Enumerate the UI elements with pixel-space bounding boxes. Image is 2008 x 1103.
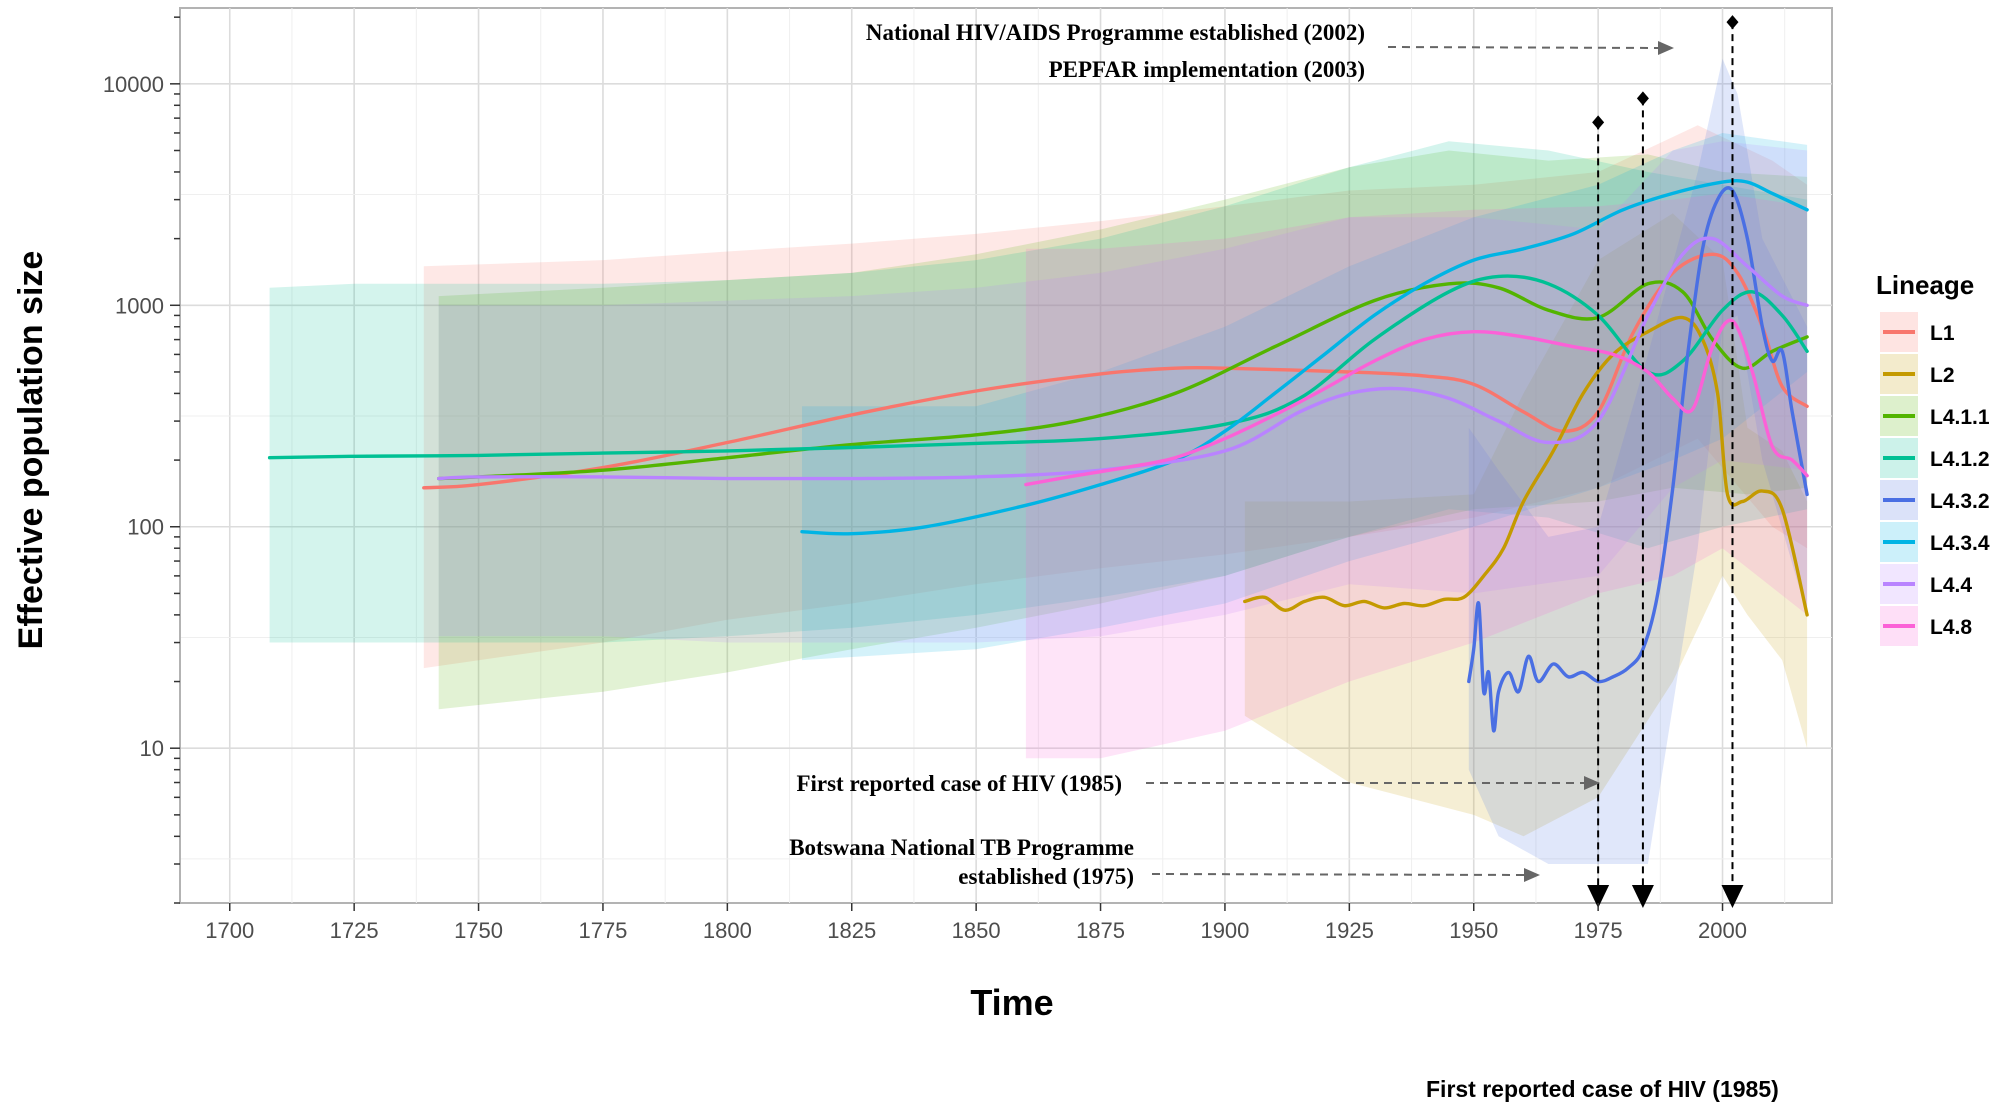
x-tick-label: 1725 (330, 918, 379, 943)
event-diamond-1975 (1592, 115, 1605, 130)
annotation-arrowheads (1524, 41, 1674, 882)
arrow-programme-2002 (1387, 46, 1661, 49)
arrowhead-programme-2002 (1658, 41, 1674, 55)
band-l1 (423, 125, 1808, 669)
confidence-bands (269, 58, 1808, 865)
band-l2 (1244, 213, 1808, 837)
x-axis-ticks: 1700 1725 1750 1775 1800 1825 1850 1875 1900 1925… (205, 903, 1747, 943)
x-tick-label: 1700 (205, 918, 254, 943)
band-l4-4 (438, 141, 1808, 643)
x-axis-title: Time (970, 982, 1053, 1023)
x-tick-label: 1875 (1076, 918, 1125, 943)
annotation-tb-programme-line1: Botswana National TB Programme (789, 835, 1134, 860)
legend-label: L2 (1930, 364, 1955, 387)
legend-label: L4.3.2 (1930, 490, 1990, 513)
x-tick-label: 1850 (952, 918, 1001, 943)
annotation-programme-2002: National HIV/AIDS Programme established … (866, 20, 1365, 45)
legend-label: L4.1.1 (1930, 406, 1990, 429)
x-tick-label: 1950 (1449, 918, 1498, 943)
annotation-pepfar-2003: PEPFAR implementation (2003) (1049, 57, 1365, 82)
event-markers (1587, 15, 1744, 908)
x-tick-label: 1925 (1325, 918, 1374, 943)
y-axis-ticks: 10 100 1000 10000 (103, 8, 181, 904)
legend-item-l4-1-2: L4.1.2 (1880, 438, 1990, 478)
annotation-arrows (1146, 46, 1661, 876)
event-arrowhead-2002 (1721, 885, 1744, 908)
arrowhead-tb-programme (1524, 868, 1540, 882)
line-l4-3-4 (800, 178, 1809, 536)
legend-title: Lineage (1876, 270, 1974, 300)
line-l4-3-2 (1467, 186, 1809, 733)
line-l1 (422, 252, 1809, 490)
y-tick-label: 10000 (103, 72, 164, 97)
legend-label: L4.1.2 (1930, 448, 1990, 471)
event-arrowhead-1975 (1587, 885, 1610, 908)
arrow-tb-programme (1151, 873, 1527, 876)
line-l4-1-1 (437, 280, 1809, 481)
legend-item-l4-3-4: L4.3.4 (1880, 522, 1990, 562)
x-tick-label: 1750 (454, 918, 503, 943)
arrowhead-first-hiv (1584, 776, 1600, 790)
band-l4-1-2 (269, 141, 1808, 643)
legend-label: L4.4 (1930, 574, 1972, 597)
legend-item-l4-8: L4.8 (1880, 606, 1972, 646)
annotation-first-hiv-1985: First reported case of HIV (1985) (796, 771, 1122, 796)
x-tick-label: 1900 (1200, 918, 1249, 943)
y-tick-label: 10 (140, 736, 164, 761)
annotation-tb-programme-line2: established (1975) (958, 864, 1134, 889)
series-lines (267, 178, 1809, 733)
x-tick-label: 1800 (703, 918, 752, 943)
line-l4-4 (437, 236, 1809, 481)
band-l4-1-1 (438, 150, 1808, 710)
x-tick-label: 2000 (1698, 918, 1747, 943)
line-l4-8 (1024, 318, 1809, 487)
legend-item-l4-4: L4.4 (1880, 564, 1972, 604)
event-diamond-1984 (1636, 91, 1649, 106)
y-tick-label: 1000 (115, 293, 164, 318)
legend-item-l2: L2 (1880, 354, 1955, 394)
legend-item-l4-3-2: L4.3.2 (1880, 480, 1990, 520)
y-tick-label: 100 (127, 515, 164, 540)
legend-label: L4.8 (1930, 616, 1972, 639)
event-arrowhead-1984 (1631, 885, 1654, 908)
legend: Lineage L1 L2 L4.1.1 L4.1.2 L4.3.2 L4.3.4 L4.4… (1876, 270, 1990, 646)
y-axis-title: Effective population size (12, 251, 50, 650)
event-diamond-2002 (1726, 15, 1739, 30)
legend-item-l1: L1 (1880, 312, 1955, 352)
legend-label: L1 (1930, 322, 1955, 345)
x-tick-label: 1775 (578, 918, 627, 943)
bottom-caption: First reported case of HIV (1985) (1426, 1076, 1779, 1102)
legend-item-l4-1-1: L4.1.1 (1880, 396, 1990, 436)
x-tick-label: 1975 (1574, 918, 1623, 943)
line-l4-1-2 (267, 274, 1809, 460)
legend-label: L4.3.4 (1930, 532, 1990, 555)
band-l4-8 (1025, 193, 1808, 759)
x-tick-label: 1825 (827, 918, 876, 943)
line-l2 (1243, 315, 1809, 617)
